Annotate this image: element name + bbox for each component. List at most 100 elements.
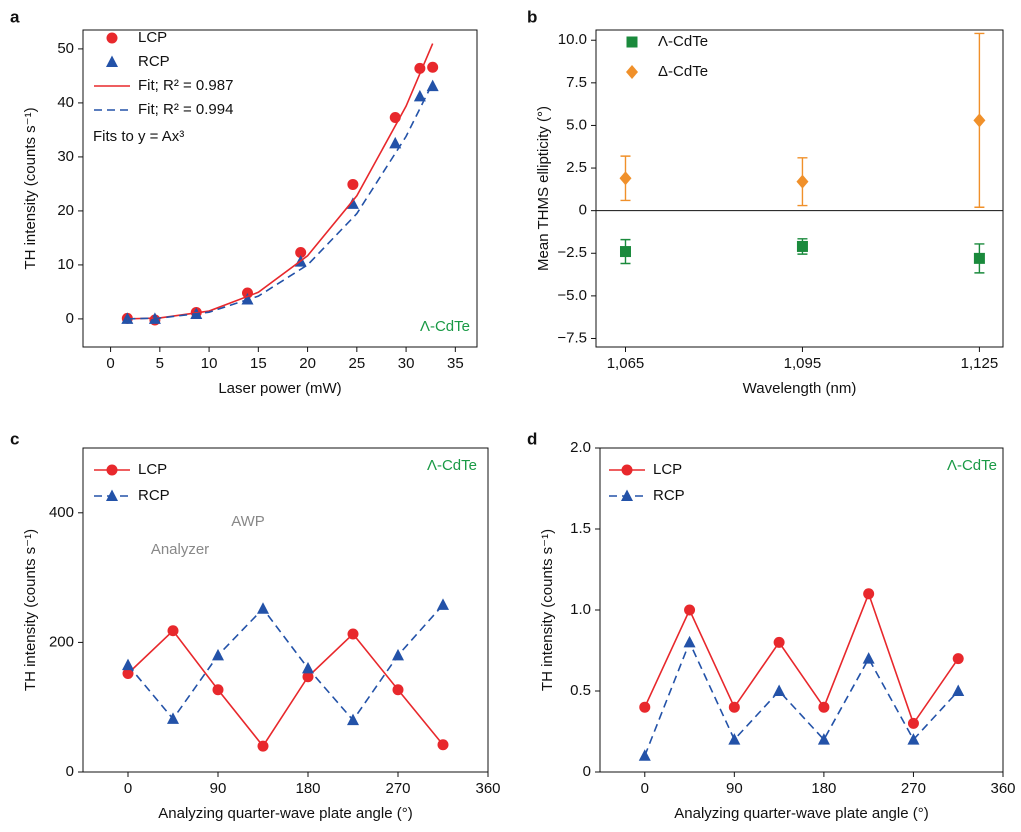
marker	[817, 733, 830, 745]
legend-marker	[621, 464, 633, 476]
marker	[796, 174, 809, 189]
marker	[392, 648, 404, 661]
y-tick-label: 30	[57, 148, 74, 165]
legend-label: Fit; R² = 0.987	[138, 77, 233, 94]
y-tick-label: 10.0	[558, 31, 587, 48]
marker	[862, 652, 875, 664]
plot-frame	[595, 29, 1004, 348]
x-tick-label: 35	[447, 355, 464, 372]
y-tick-label: −2.5	[557, 244, 587, 261]
x-tick-label: 20	[299, 355, 316, 372]
legend-label: RCP	[138, 53, 170, 70]
series-line	[127, 604, 444, 722]
marker	[257, 740, 269, 752]
marker	[302, 661, 314, 674]
marker	[122, 658, 134, 671]
marker	[952, 653, 964, 665]
x-tick-label: 360	[475, 780, 500, 797]
marker	[437, 598, 449, 610]
x-axis-label: Analyzing quarter-wave plate angle (°)	[158, 805, 412, 822]
y-tick-label: −7.5	[557, 329, 587, 346]
y-tick-label: 2.0	[570, 439, 591, 456]
x-tick-label: 0	[641, 780, 649, 797]
x-tick-label: 0	[124, 780, 132, 797]
legend-marker	[106, 55, 118, 67]
series-line	[644, 640, 959, 757]
marker	[241, 292, 254, 305]
plot-frame	[82, 29, 478, 348]
y-tick-label: 0	[583, 763, 591, 780]
y-tick-label: 0	[579, 202, 587, 219]
y-axis-label: Mean THMS ellipticity (°)	[535, 106, 552, 271]
x-tick-label: 180	[295, 780, 320, 797]
x-tick-label: 270	[385, 780, 410, 797]
x-axis-label: Analyzing quarter-wave plate angle (°)	[674, 805, 928, 822]
marker	[773, 636, 785, 648]
marker	[427, 61, 439, 73]
x-tick-label: 1,095	[784, 355, 822, 372]
marker	[619, 246, 631, 258]
y-tick-label: 0	[66, 763, 74, 780]
marker	[257, 602, 269, 614]
y-tick-label: 200	[49, 633, 74, 650]
marker	[212, 684, 224, 696]
marker	[347, 178, 359, 190]
legend-label: LCP	[138, 29, 167, 46]
legend-label: Fit; R² = 0.994	[138, 101, 233, 118]
marker	[728, 701, 740, 713]
y-tick-label: 2.5	[566, 159, 587, 176]
marker	[426, 79, 439, 92]
marker	[818, 701, 830, 713]
legend-marker	[106, 464, 118, 476]
x-tick-label: 25	[348, 355, 365, 372]
y-tick-label: 40	[57, 94, 74, 111]
panel-label: a	[10, 7, 20, 26]
y-tick-label: −5.0	[557, 287, 587, 304]
x-tick-label: 90	[726, 780, 743, 797]
y-axis-label: TH intensity (counts s⁻¹)	[22, 529, 39, 691]
marker	[392, 684, 404, 696]
plot-frame	[82, 447, 489, 773]
marker	[302, 671, 314, 683]
series-line	[127, 82, 434, 320]
marker	[973, 113, 986, 128]
panel-label: c	[10, 429, 19, 448]
y-tick-label: 50	[57, 40, 74, 57]
y-tick-label: 1.0	[570, 601, 591, 618]
x-tick-label: 1,065	[607, 355, 645, 372]
annotation: AWP	[231, 513, 265, 530]
x-tick-label: 360	[990, 780, 1015, 797]
marker	[638, 749, 651, 761]
legend-marker	[106, 489, 118, 501]
legend-label: LCP	[138, 461, 167, 478]
x-tick-label: 30	[398, 355, 415, 372]
marker	[639, 701, 651, 713]
x-tick-label: 90	[210, 780, 227, 797]
marker	[907, 717, 919, 729]
annotation: Analyzer	[151, 541, 209, 558]
y-tick-label: 400	[49, 504, 74, 521]
x-tick-label: 0	[106, 355, 114, 372]
x-axis-label: Laser power (mW)	[218, 380, 341, 397]
y-tick-label: 10	[57, 256, 74, 273]
x-tick-label: 1,125	[961, 355, 999, 372]
annotation: Fits to y = Ax³	[93, 128, 184, 145]
marker	[167, 712, 179, 724]
marker	[728, 733, 741, 745]
legend-marker	[621, 489, 633, 501]
marker	[413, 89, 426, 102]
legend-label: RCP	[653, 487, 685, 504]
marker	[212, 648, 224, 661]
y-tick-label: 20	[57, 202, 74, 219]
annotation: Λ-CdTe	[947, 457, 997, 474]
marker	[619, 171, 632, 186]
marker	[347, 628, 359, 640]
x-tick-label: 270	[901, 780, 926, 797]
x-tick-label: 10	[201, 355, 218, 372]
marker	[122, 668, 134, 680]
legend-label: LCP	[653, 461, 682, 478]
marker	[863, 588, 875, 600]
y-tick-label: 0.5	[570, 682, 591, 699]
x-axis-label: Wavelength (nm)	[743, 380, 857, 397]
y-tick-label: 0	[66, 310, 74, 327]
